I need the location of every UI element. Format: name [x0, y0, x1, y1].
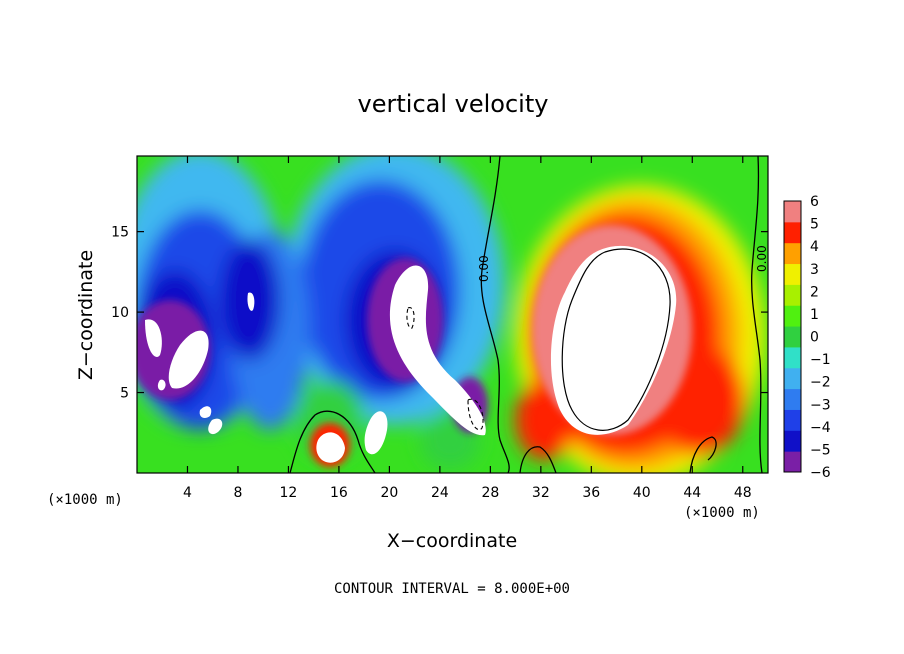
x-tick-label: 4 — [183, 485, 192, 501]
colorbar-swatch — [784, 326, 801, 348]
x-tick-label: 8 — [233, 485, 242, 501]
x-tick-label: 48 — [734, 485, 752, 501]
colorbar-tick-label: −3 — [810, 397, 831, 413]
colorbar-swatch — [784, 284, 801, 306]
colorbar-tick-label: 0 — [810, 330, 819, 346]
colorbar-tick-label: −6 — [810, 465, 831, 481]
x-unit-left: (×1000 m) — [47, 492, 123, 508]
y-axis: 5 10 15 — [111, 225, 768, 402]
colorbar-swatch — [784, 367, 801, 390]
x-tick-label: 32 — [532, 485, 550, 501]
colorbar-tick-label: 3 — [810, 262, 819, 278]
contour-label: 0.00 — [477, 255, 491, 282]
x-tick-label: 12 — [280, 485, 298, 501]
colorbar-tick-label: 5 — [810, 217, 819, 233]
colorbar: 6 5 4 3 2 1 0 −1 −2 −3 −4 −5 −6 — [783, 194, 831, 481]
colorbar-swatch — [784, 388, 801, 410]
y-tick-label: 5 — [120, 386, 129, 402]
x-axis: 4 8 12 16 20 24 28 32 36 40 44 48 — [183, 156, 752, 501]
colorbar-frame — [783, 200, 802, 473]
colorbar-tick-label: −4 — [810, 420, 831, 436]
colorbar-swatch — [784, 346, 801, 369]
colorbar-tick-label: −2 — [810, 375, 831, 391]
colorbar-tick-label: 4 — [810, 239, 819, 255]
colorbar-swatch — [784, 242, 801, 265]
x-tick-label: 16 — [330, 485, 348, 501]
colorbar-swatch — [784, 221, 801, 244]
x-unit-right: (×1000 m) — [684, 505, 760, 521]
y-tick-label: 10 — [111, 305, 129, 321]
chart-title: vertical velocity — [358, 90, 549, 118]
x-tick-label: 20 — [380, 485, 398, 501]
contour-label: 0.00 — [755, 245, 769, 272]
x-tick-label: 24 — [431, 485, 449, 501]
x-tick-label: 36 — [582, 485, 600, 501]
colorbar-swatch — [784, 430, 801, 452]
colorbar-tick-label: 6 — [810, 194, 819, 210]
y-tick-label: 15 — [111, 225, 129, 241]
velocity-field: 0.00 0.00 — [137, 156, 769, 473]
colorbar-swatch — [784, 451, 801, 473]
x-tick-label: 44 — [683, 485, 701, 501]
colorbar-swatch — [784, 201, 801, 223]
colorbar-tick-label: −1 — [810, 352, 831, 368]
colorbar-swatch — [784, 305, 801, 327]
colorbar-tick-label: 2 — [810, 284, 819, 300]
colorbar-tick-label: −5 — [810, 442, 831, 458]
x-axis-label: X−coordinate — [387, 530, 517, 552]
x-tick-label: 40 — [633, 485, 651, 501]
colorbar-tick-label: 1 — [810, 307, 819, 323]
colorbar-swatch — [784, 409, 801, 431]
plot-frame — [136, 155, 769, 474]
x-tick-label: 28 — [481, 485, 499, 501]
contour-interval-note: CONTOUR INTERVAL = 8.000E+00 — [334, 581, 570, 597]
y-axis-label: Z−coordinate — [75, 250, 97, 380]
colorbar-swatch — [784, 263, 801, 285]
